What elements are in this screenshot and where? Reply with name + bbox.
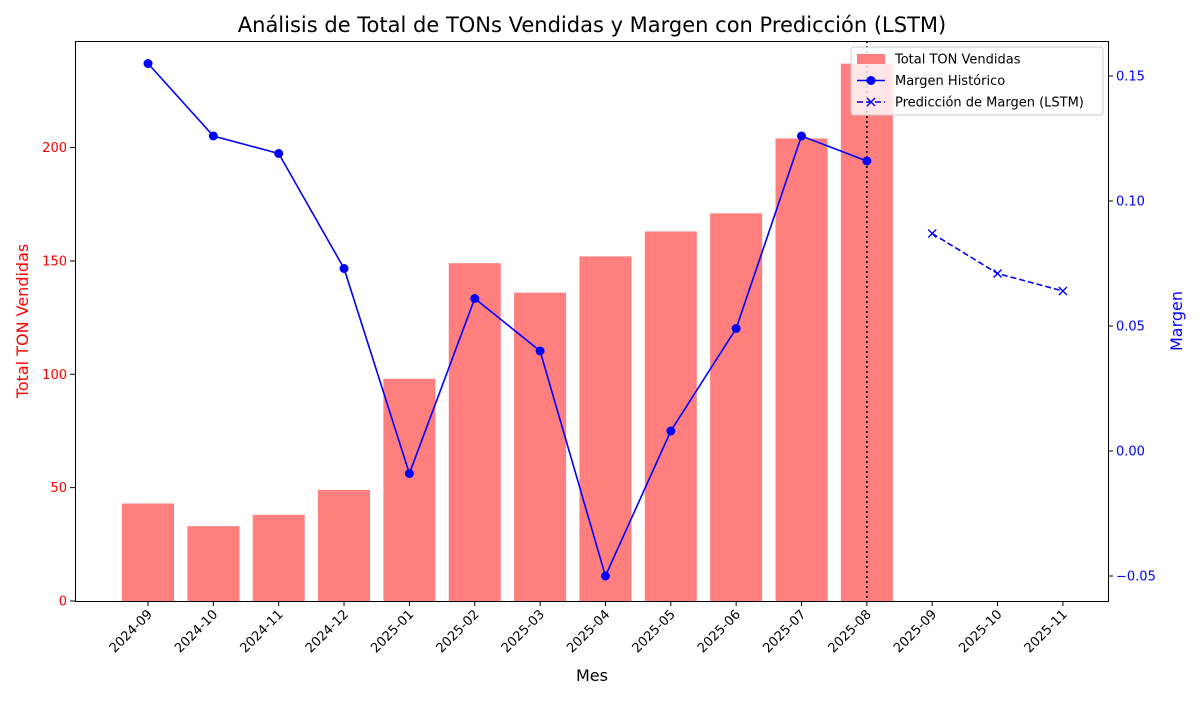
right-axis-label: Margen xyxy=(1167,291,1186,351)
plot-frame xyxy=(75,41,1109,602)
bar-2024-11 xyxy=(252,514,305,601)
left-tick-label-100: 100 xyxy=(42,368,67,383)
bar-2025-05 xyxy=(644,231,697,601)
left-tick-label-150: 150 xyxy=(42,254,67,269)
legend-label-1: Margen Histórico xyxy=(895,74,1005,89)
bar-2025-06 xyxy=(710,213,763,602)
right-axis: −0.05 0.00 0.05 0.10 0.15 xyxy=(1108,70,1156,585)
lines-layer xyxy=(143,59,1068,581)
bar-2025-07 xyxy=(775,138,828,602)
right-tick-label-0: −0.05 xyxy=(1116,570,1156,585)
bars-layer xyxy=(122,63,893,602)
right-tick-label-2: 0.05 xyxy=(1116,320,1145,335)
legend-swatch-bar xyxy=(857,54,885,64)
margin-historical-point-2025-08 xyxy=(862,156,872,166)
bar-2025-02 xyxy=(448,263,501,601)
right-tick-label-3: 0.10 xyxy=(1116,195,1145,210)
bar-2024-12 xyxy=(318,489,371,601)
left-tick-label-0: 0 xyxy=(59,595,67,610)
right-tick-label-4: 0.15 xyxy=(1116,70,1145,85)
left-axis-label: Total TON Vendidas xyxy=(13,244,32,399)
x-tick-label-2025-01: 2025-01 xyxy=(368,607,417,656)
margin-historical-point-2024-10 xyxy=(208,131,218,141)
x-tick-label-2025-05: 2025-05 xyxy=(630,607,679,656)
legend-label-2: Predicción de Margen (LSTM) xyxy=(895,96,1084,111)
bar-2025-01 xyxy=(383,378,436,601)
x-axis-label: Mes xyxy=(576,666,608,685)
margin-forecast-point-2025-11 xyxy=(1058,286,1068,296)
legend-marker-2 xyxy=(866,97,876,107)
margin-historical-point-2025-07 xyxy=(797,131,806,141)
right-tick-label-1: 0.00 xyxy=(1116,445,1145,460)
left-tick-label-50: 50 xyxy=(50,481,67,496)
x-tick-label-2025-09: 2025-09 xyxy=(891,607,940,656)
x-tick-label-2024-09: 2024-09 xyxy=(107,607,156,656)
margin-historical-point-2025-01 xyxy=(404,469,414,478)
margin-forecast-point-2025-10 xyxy=(993,269,1003,278)
legend-box xyxy=(850,46,1104,116)
x-tick-label-2025-03: 2025-03 xyxy=(499,607,548,656)
left-tick-label-200: 200 xyxy=(42,141,67,156)
margin-historical-point-2024-12 xyxy=(339,264,349,273)
bar-2025-04 xyxy=(579,256,632,601)
margin-forecast-point-2025-09 xyxy=(927,229,937,238)
margin-forecast-line xyxy=(931,232,1064,292)
left-axis: 0 50 100 150 200 xyxy=(42,141,75,610)
x-tick-label-2025-04: 2025-04 xyxy=(564,607,613,656)
bar-2024-10 xyxy=(187,526,240,601)
margin-historical-point-2024-11 xyxy=(274,149,284,158)
margin-historical-point-2025-04 xyxy=(600,571,610,581)
margin-historical-point-2025-06 xyxy=(731,324,741,333)
legend: Total TON Vendidas Margen Histórico Predic… xyxy=(850,46,1104,116)
margin-historical-point-2025-03 xyxy=(535,346,545,356)
legend-label-0: Total TON Vendidas xyxy=(894,53,1021,68)
x-tick-label-2025-07: 2025-07 xyxy=(760,607,809,656)
legend-marker-1 xyxy=(866,76,876,85)
margin-historical-line xyxy=(147,62,868,579)
x-tick-label-2025-02: 2025-02 xyxy=(434,607,483,656)
margin-historical-point-2025-02 xyxy=(470,294,480,303)
margin-historical-point-2024-09 xyxy=(143,59,153,68)
x-tick-label-2024-11: 2024-11 xyxy=(238,607,287,656)
x-tick-label-2025-10: 2025-10 xyxy=(956,607,1005,656)
x-tick-label-2025-08: 2025-08 xyxy=(826,607,875,656)
x-tick-label-2024-10: 2024-10 xyxy=(172,607,221,656)
x-tick-label-2024-12: 2024-12 xyxy=(303,607,352,656)
bar-2024-09 xyxy=(122,503,174,601)
x-axis: 2024-09 2024-10 2024-11 2024-12 2025-01 2025-… xyxy=(107,601,1071,656)
bar-2025-03 xyxy=(514,292,567,601)
chart-title: Análisis de Total de TONs Vendidas y Mar… xyxy=(238,13,946,37)
x-tick-label-2025-06: 2025-06 xyxy=(695,607,744,656)
x-tick-label-2025-11: 2025-11 xyxy=(1022,607,1071,656)
margin-historical-point-2025-05 xyxy=(666,426,676,436)
